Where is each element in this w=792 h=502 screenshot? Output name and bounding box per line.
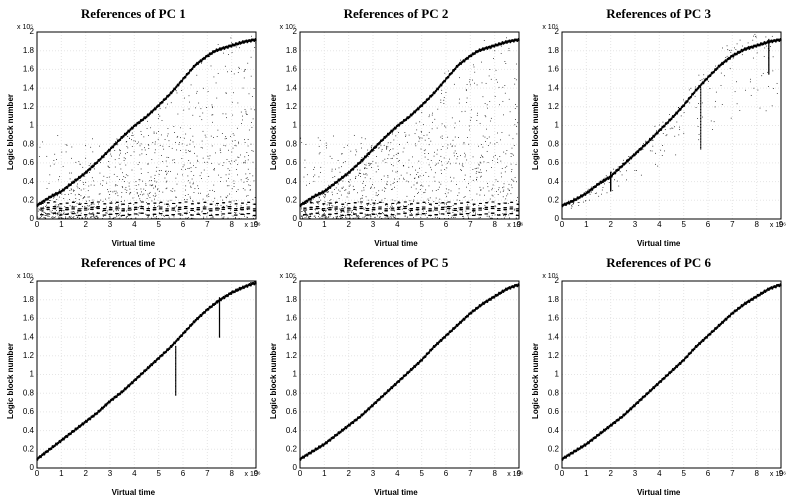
scatter-chart	[540, 24, 785, 239]
y-axis-label: Logic block number	[269, 273, 278, 488]
plot-canvas-container: x 10⁵ x 10⁶	[15, 24, 261, 239]
x-exponent-label: x 10⁶	[245, 222, 261, 229]
x-axis-label: Virtual time	[6, 239, 261, 251]
plot-canvas-container: x 10⁵ x 10⁶	[278, 273, 524, 488]
scatter-chart	[278, 273, 523, 488]
x-exponent-label: x 10⁶	[245, 471, 261, 478]
chart-title: References of PC 6	[531, 255, 786, 271]
chart-grid: References of PC 1Logic block numberx 10…	[0, 0, 792, 502]
x-exponent-label: x 10⁶	[770, 471, 786, 478]
y-exponent-label: x 10⁵	[280, 273, 296, 280]
panel-pc2: References of PC 2Logic block numberx 10…	[269, 6, 524, 251]
x-exponent-label: x 10⁶	[507, 222, 523, 229]
scatter-chart	[278, 24, 523, 239]
chart-title: References of PC 3	[531, 6, 786, 22]
chart-title: References of PC 1	[6, 6, 261, 22]
plot-canvas-container: x 10⁵ x 10⁶	[278, 24, 524, 239]
y-axis-label: Logic block number	[6, 273, 15, 488]
chart-title: References of PC 5	[269, 255, 524, 271]
plot-area: Logic block numberx 10⁵ x 10⁶	[269, 273, 524, 488]
panel-pc3: References of PC 3Logic block numberx 10…	[531, 6, 786, 251]
plot-area: Logic block numberx 10⁵ x 10⁶	[6, 273, 261, 488]
plot-area: Logic block numberx 10⁵ x 10⁶	[6, 24, 261, 239]
scatter-chart	[15, 273, 260, 488]
y-axis-label: Logic block number	[531, 24, 540, 239]
plot-canvas-container: x 10⁵ x 10⁶	[15, 273, 261, 488]
x-axis-label: Virtual time	[6, 488, 261, 500]
panel-pc1: References of PC 1Logic block numberx 10…	[6, 6, 261, 251]
scatter-chart	[540, 273, 785, 488]
x-axis-label: Virtual time	[531, 239, 786, 251]
plot-area: Logic block numberx 10⁵ x 10⁶	[269, 24, 524, 239]
y-axis-label: Logic block number	[531, 273, 540, 488]
y-exponent-label: x 10⁵	[542, 273, 558, 280]
x-axis-label: Virtual time	[531, 488, 786, 500]
plot-canvas-container: x 10⁵ x 10⁶	[540, 24, 786, 239]
x-axis-label: Virtual time	[269, 239, 524, 251]
plot-area: Logic block numberx 10⁵ x 10⁶	[531, 24, 786, 239]
chart-title: References of PC 2	[269, 6, 524, 22]
panel-pc6: References of PC 6Logic block numberx 10…	[531, 255, 786, 500]
chart-title: References of PC 4	[6, 255, 261, 271]
y-axis-label: Logic block number	[6, 24, 15, 239]
x-axis-label: Virtual time	[269, 488, 524, 500]
y-exponent-label: x 10⁵	[17, 273, 33, 280]
x-exponent-label: x 10⁶	[770, 222, 786, 229]
plot-area: Logic block numberx 10⁵ x 10⁶	[531, 273, 786, 488]
y-exponent-label: x 10⁵	[17, 24, 33, 31]
y-axis-label: Logic block number	[269, 24, 278, 239]
panel-pc4: References of PC 4Logic block numberx 10…	[6, 255, 261, 500]
scatter-chart	[15, 24, 260, 239]
panel-pc5: References of PC 5Logic block numberx 10…	[269, 255, 524, 500]
y-exponent-label: x 10⁵	[280, 24, 296, 31]
y-exponent-label: x 10⁵	[542, 24, 558, 31]
x-exponent-label: x 10⁶	[507, 471, 523, 478]
plot-canvas-container: x 10⁵ x 10⁶	[540, 273, 786, 488]
